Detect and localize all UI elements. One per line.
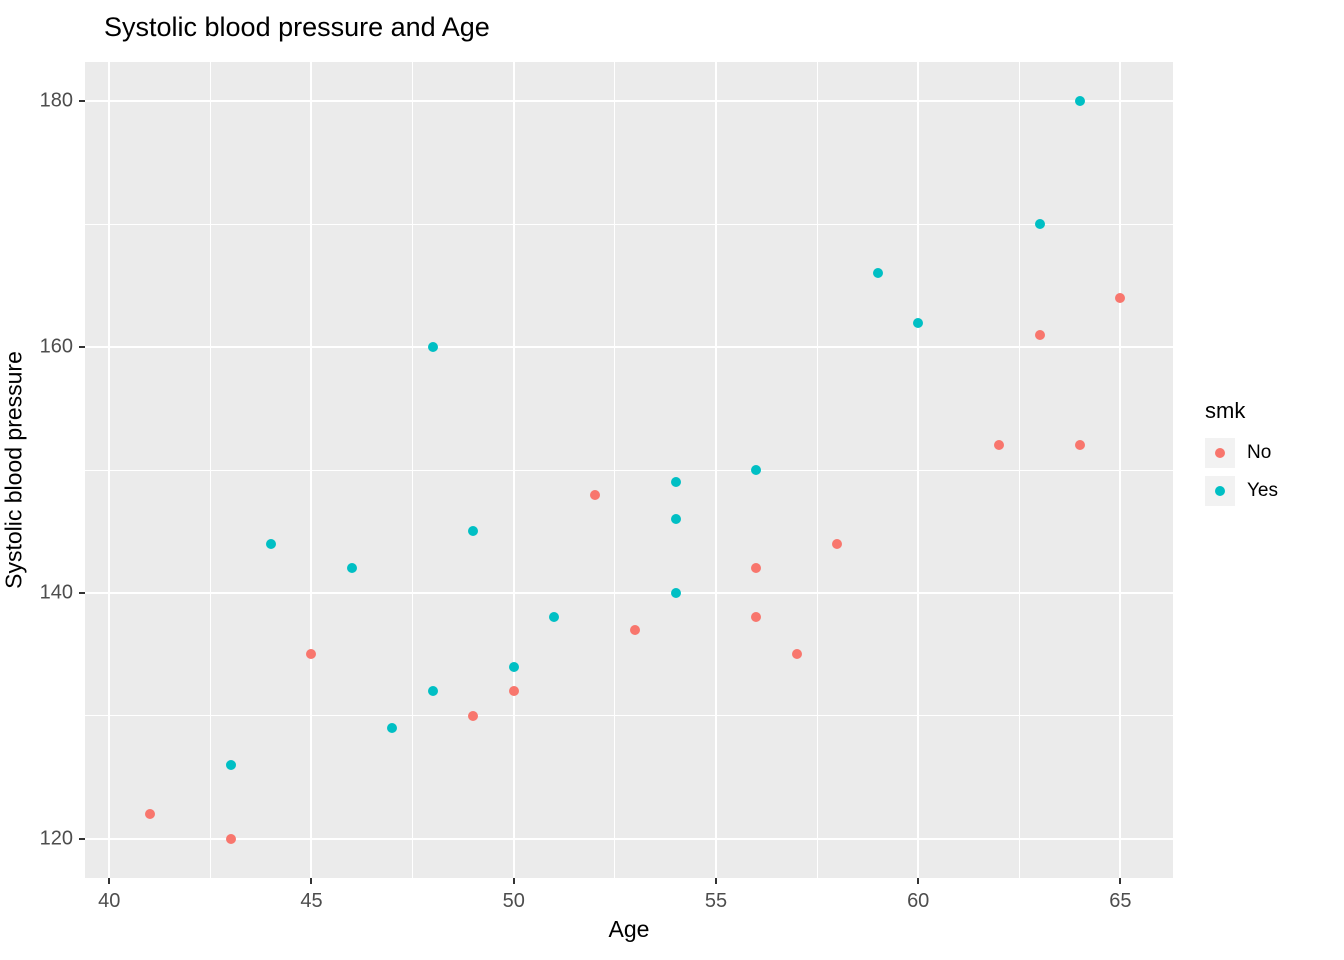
data-point-yes: [225, 759, 236, 770]
major-gridline-vertical: [714, 62, 717, 878]
major-gridline-horizontal: [85, 837, 1173, 840]
minor-gridline-horizontal: [85, 715, 1173, 717]
major-gridline-vertical: [108, 62, 111, 878]
legend-dot-no: [1215, 448, 1225, 458]
data-point-no: [1115, 292, 1126, 303]
legend-label-yes: Yes: [1247, 480, 1278, 501]
x-tick-mark: [1119, 878, 1122, 884]
x-tick-label: 40: [98, 890, 121, 912]
data-point-no: [994, 440, 1005, 451]
data-point-yes: [670, 514, 681, 525]
legend-key-no: [1205, 438, 1235, 468]
y-tick-label: 140: [39, 581, 73, 604]
data-point-no: [468, 710, 479, 721]
x-tick-mark: [917, 878, 920, 884]
x-tick-label: 50: [502, 890, 525, 912]
major-gridline-horizontal: [85, 100, 1173, 103]
data-point-no: [1034, 329, 1045, 340]
data-point-no: [832, 538, 843, 549]
legend-dot-yes: [1215, 486, 1225, 496]
minor-gridline-horizontal: [85, 223, 1173, 225]
y-tick-label: 180: [39, 89, 73, 112]
x-tick-mark: [108, 878, 111, 884]
data-point-no: [751, 612, 762, 623]
legend-entry-yes: Yes: [1205, 476, 1335, 506]
data-point-yes: [913, 317, 924, 328]
major-gridline-vertical: [1119, 62, 1122, 878]
chart-title: Systolic blood pressure and Age: [104, 12, 490, 42]
y-tick-mark: [79, 837, 85, 840]
data-point-no: [1074, 440, 1085, 451]
legend-key-yes: [1205, 476, 1235, 506]
data-point-yes: [549, 612, 560, 623]
major-gridline-horizontal: [85, 346, 1173, 349]
data-point-yes: [872, 268, 883, 279]
major-gridline-horizontal: [85, 591, 1173, 594]
data-point-yes: [751, 465, 762, 475]
legend-entries: No Yes: [1205, 438, 1335, 506]
data-point-no: [630, 624, 641, 635]
data-point-yes: [266, 538, 277, 549]
x-tick-mark: [714, 878, 717, 884]
data-point-yes: [1034, 219, 1045, 230]
legend-entry-no: No: [1205, 438, 1335, 468]
data-point-no: [225, 833, 236, 844]
data-point-no: [791, 649, 802, 660]
major-gridline-vertical: [310, 62, 313, 878]
data-point-yes: [1074, 96, 1085, 107]
x-tick-mark: [512, 878, 515, 884]
major-gridline-vertical: [512, 62, 515, 878]
y-tick-mark: [79, 346, 85, 349]
data-point-no: [508, 686, 519, 697]
plot-panel: [85, 62, 1173, 878]
y-tick-label: 120: [39, 827, 73, 850]
data-point-yes: [427, 342, 438, 353]
data-point-no: [144, 809, 155, 820]
x-tick-mark: [310, 878, 313, 884]
data-point-yes: [346, 563, 357, 574]
legend-label-no: No: [1247, 442, 1272, 463]
data-point-no: [589, 489, 600, 500]
x-tick-label: 60: [907, 890, 930, 912]
data-point-yes: [427, 686, 438, 697]
legend-title: smk: [1205, 398, 1246, 423]
major-gridline-vertical: [917, 62, 920, 878]
data-point-yes: [670, 587, 681, 598]
y-tick-mark: [79, 591, 85, 594]
x-tick-label: 45: [300, 890, 323, 912]
data-point-no: [306, 649, 317, 660]
data-point-no: [751, 563, 762, 574]
y-axis-title: Systolic blood pressure: [0, 351, 27, 589]
y-tick-label: 160: [39, 335, 73, 358]
data-point-yes: [508, 661, 519, 672]
x-axis-title: Age: [608, 916, 650, 942]
legend: smk No Yes: [1205, 398, 1335, 514]
data-point-yes: [670, 477, 681, 488]
x-tick-label: 65: [1109, 890, 1132, 912]
data-point-yes: [468, 526, 479, 537]
x-tick-label: 55: [704, 890, 728, 912]
minor-gridline-horizontal: [85, 469, 1173, 471]
data-point-yes: [387, 723, 398, 734]
y-tick-mark: [79, 100, 85, 103]
